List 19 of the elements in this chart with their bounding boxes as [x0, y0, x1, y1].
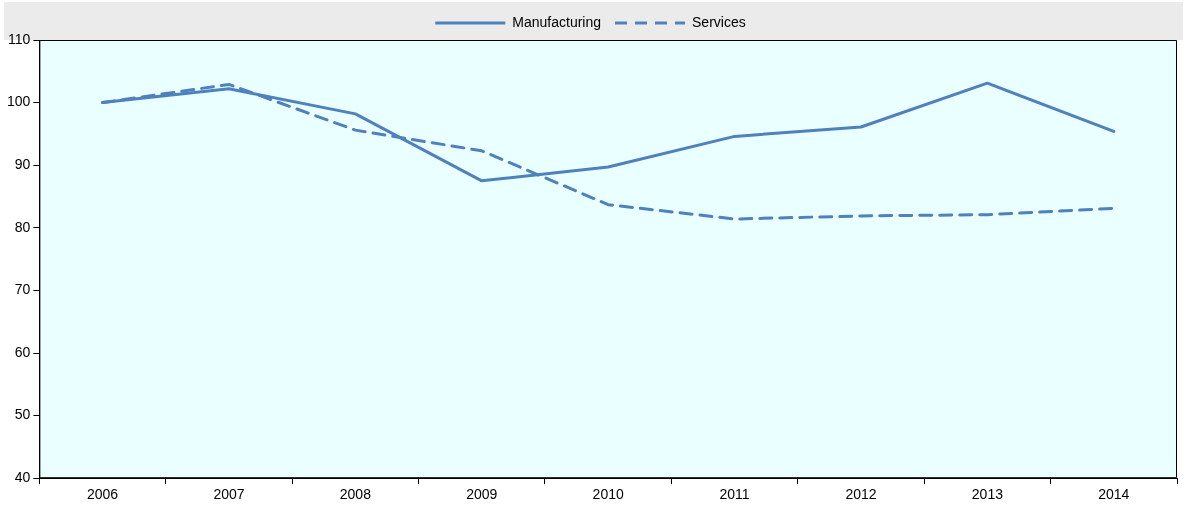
x-tick-label: 2012 [845, 486, 877, 503]
x-tick-label: 2009 [466, 486, 498, 503]
y-tick-label: 90 [14, 156, 31, 173]
legend-label: Services [692, 13, 746, 30]
x-tick-label: 2007 [213, 486, 245, 503]
x-tick-label: 2006 [86, 486, 119, 503]
y-tick-label: 110 [8, 30, 31, 47]
x-tick-label: 2008 [339, 486, 372, 503]
x-tick-label: 2011 [719, 486, 750, 503]
legend-label: Manufacturing [512, 13, 602, 30]
x-tick-label: 2014 [1098, 486, 1130, 503]
x-tick-label: 2013 [971, 486, 1004, 503]
y-tick-label: 70 [14, 281, 31, 298]
y-tick-label: 80 [14, 218, 31, 235]
y-tick-label: 40 [14, 469, 31, 486]
x-tick-label: 2010 [592, 486, 624, 503]
y-tick-label: 100 [7, 93, 31, 110]
y-tick-label: 50 [14, 406, 31, 423]
y-tick-label: 60 [14, 343, 31, 360]
